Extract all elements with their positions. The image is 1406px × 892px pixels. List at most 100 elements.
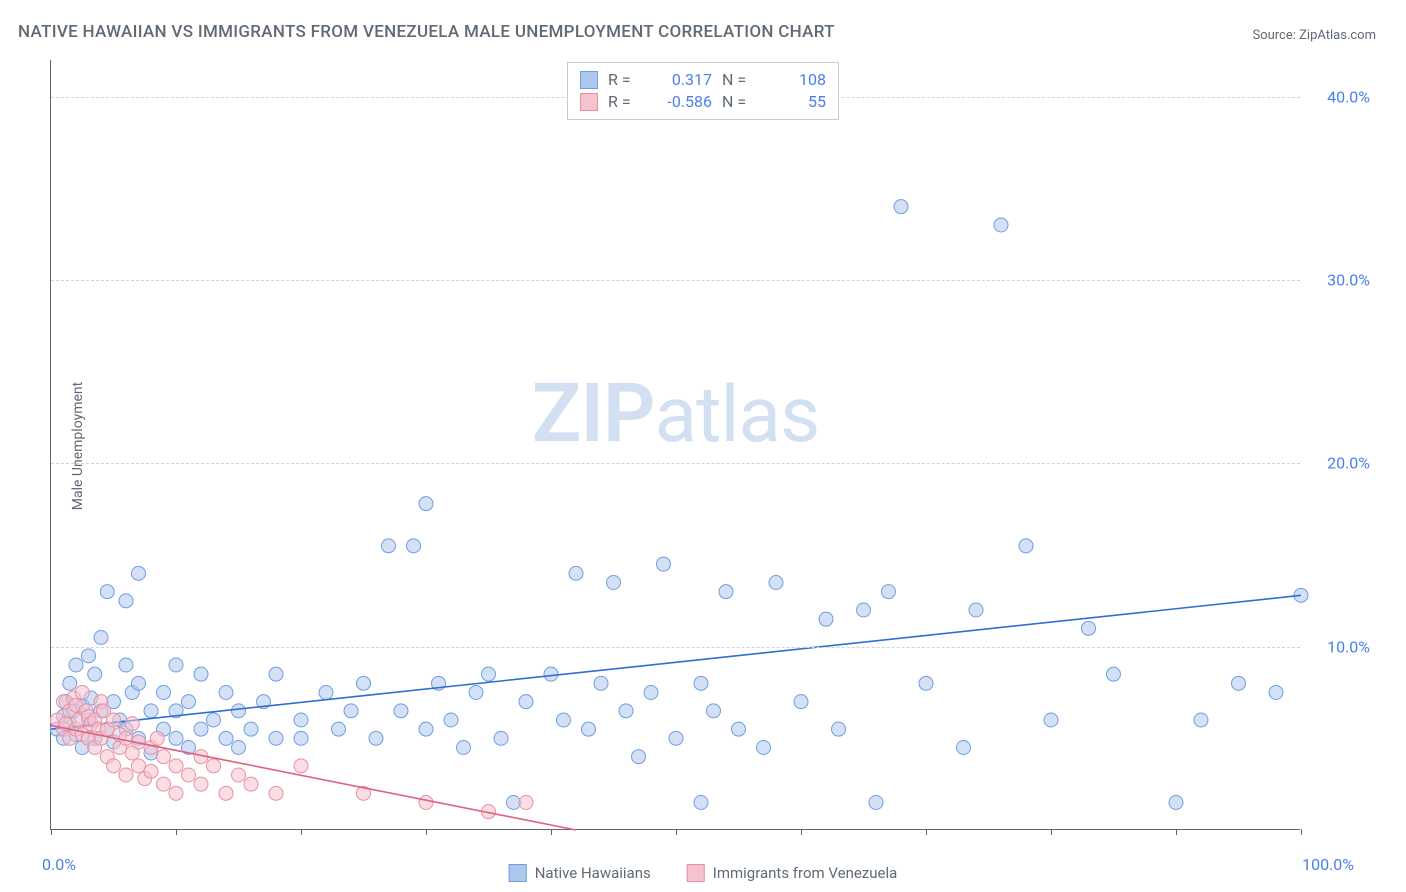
data-point [757, 741, 771, 755]
data-point [1232, 676, 1246, 690]
x-axis-min-label: 0.0% [42, 855, 76, 874]
x-tick [1301, 829, 1302, 835]
data-point [132, 759, 146, 773]
data-point [150, 731, 164, 745]
data-point [507, 796, 521, 810]
data-point [582, 722, 596, 736]
data-point [719, 585, 733, 599]
data-point [94, 631, 108, 645]
data-point [82, 649, 96, 663]
data-point [107, 759, 121, 773]
x-tick [676, 829, 677, 835]
data-point [669, 731, 683, 745]
data-point [144, 764, 158, 778]
data-point [232, 741, 246, 755]
data-point [394, 704, 408, 718]
data-point [769, 576, 783, 590]
data-point [882, 585, 896, 599]
legend-r-label-0: R = [608, 69, 638, 91]
data-point [194, 722, 208, 736]
data-point [269, 667, 283, 681]
data-point [732, 722, 746, 736]
gridline [51, 463, 1300, 464]
legend-series-label-0: Native Hawaiians [535, 864, 651, 882]
data-point [294, 713, 308, 727]
data-point [832, 722, 846, 736]
y-tick-label: 40.0% [1327, 87, 1370, 106]
data-point [269, 731, 283, 745]
data-point [344, 704, 358, 718]
data-point [657, 557, 671, 571]
legend-series-label-1: Immigrants from Venezuela [713, 864, 898, 882]
data-point [1107, 667, 1121, 681]
data-point [619, 704, 633, 718]
data-point [319, 686, 333, 700]
data-point [219, 686, 233, 700]
legend-series-item-0: Native Hawaiians [509, 864, 651, 882]
data-point [382, 539, 396, 553]
data-point [194, 777, 208, 791]
data-point [694, 676, 708, 690]
data-point [157, 686, 171, 700]
data-point [244, 722, 258, 736]
legend-swatch-1 [580, 93, 598, 111]
legend-n-value-0: 108 [762, 69, 826, 91]
data-point [994, 218, 1008, 232]
x-tick [1051, 829, 1052, 835]
y-tick-label: 10.0% [1327, 637, 1370, 656]
data-point [1019, 539, 1033, 553]
data-point [494, 731, 508, 745]
data-point [957, 741, 971, 755]
legend-stats: R = 0.317 N = 108 R = -0.586 N = 55 [567, 62, 839, 120]
data-point [1169, 796, 1183, 810]
data-point [482, 667, 496, 681]
data-point [157, 777, 171, 791]
data-point [969, 603, 983, 617]
legend-series-swatch-0 [509, 864, 527, 882]
data-point [232, 768, 246, 782]
data-point [144, 704, 158, 718]
data-point [794, 695, 808, 709]
y-tick-label: 30.0% [1327, 271, 1370, 290]
data-point [207, 713, 221, 727]
data-point [419, 796, 433, 810]
data-point [419, 497, 433, 511]
gridline [51, 280, 1300, 281]
gridline [51, 647, 1300, 648]
data-point [294, 731, 308, 745]
data-point [869, 796, 883, 810]
x-tick [301, 829, 302, 835]
trend-line [51, 595, 1301, 729]
data-point [88, 667, 102, 681]
data-point [75, 686, 89, 700]
data-point [632, 750, 646, 764]
data-point [607, 576, 621, 590]
data-point [232, 704, 246, 718]
x-tick [926, 829, 927, 835]
data-point [519, 796, 533, 810]
data-point [132, 566, 146, 580]
data-point [519, 695, 533, 709]
data-point [1082, 621, 1096, 635]
legend-stats-row-1: R = -0.586 N = 55 [580, 91, 826, 113]
data-point [69, 658, 83, 672]
data-point [544, 667, 558, 681]
x-tick [176, 829, 177, 835]
data-point [169, 786, 183, 800]
legend-r-label-1: R = [608, 91, 638, 113]
data-point [63, 676, 77, 690]
legend-n-label-0: N = [722, 69, 752, 91]
data-point [169, 759, 183, 773]
x-tick [51, 829, 52, 835]
data-point [819, 612, 833, 626]
data-point [119, 594, 133, 608]
y-tick-label: 20.0% [1327, 454, 1370, 473]
data-point [294, 759, 308, 773]
data-point [569, 566, 583, 580]
legend-series-item-1: Immigrants from Venezuela [687, 864, 898, 882]
data-point [444, 713, 458, 727]
data-point [1269, 686, 1283, 700]
data-point [182, 768, 196, 782]
data-point [1194, 713, 1208, 727]
data-point [107, 713, 121, 727]
